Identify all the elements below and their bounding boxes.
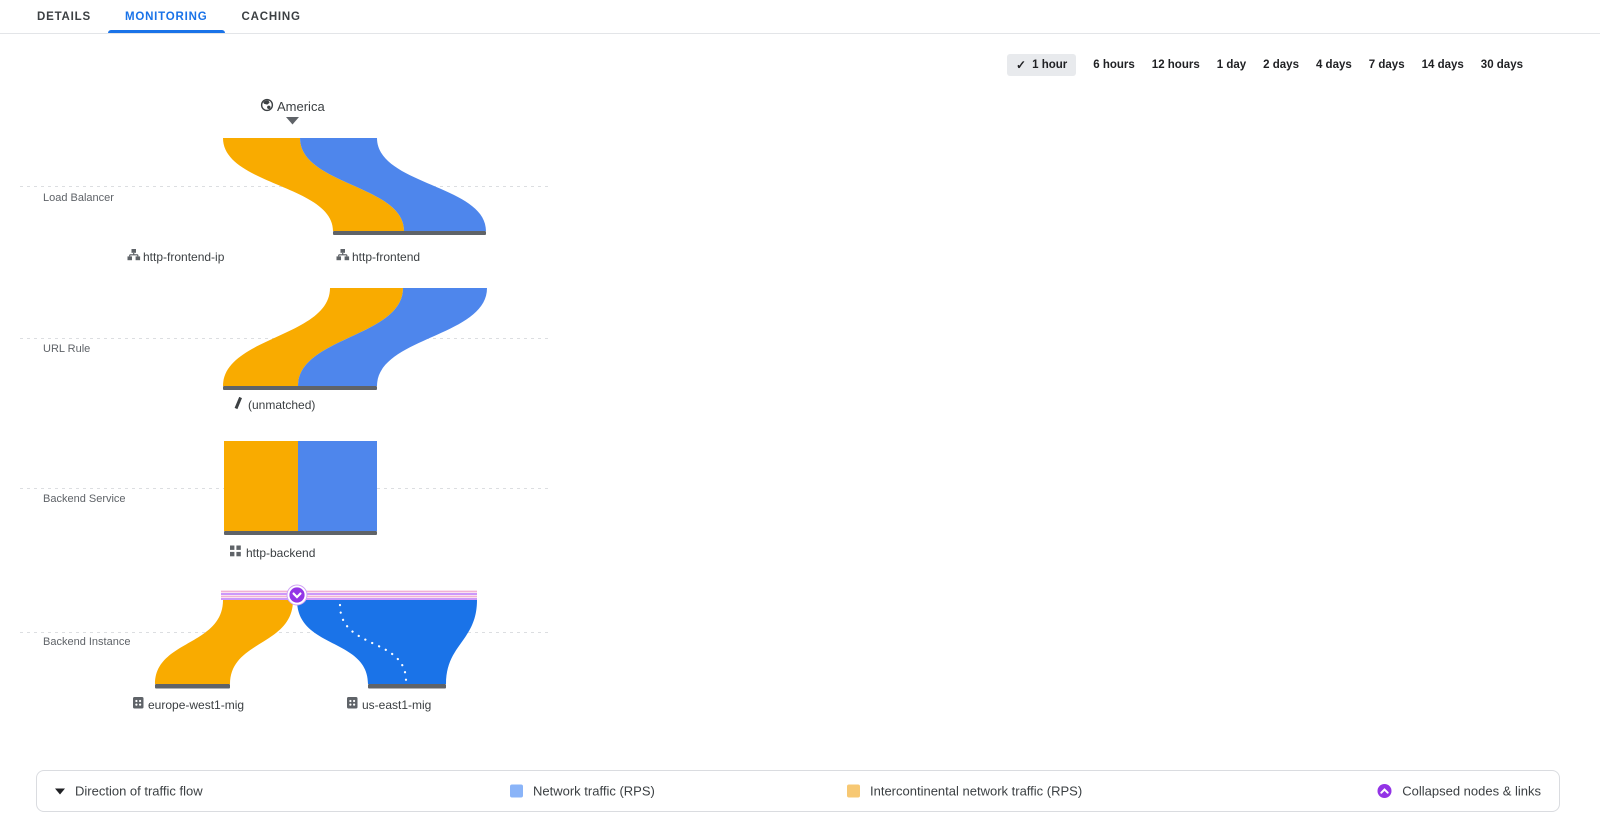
tab-caching[interactable]: CACHING [225, 0, 318, 33]
forwarding-rule-icon [336, 249, 350, 261]
time-range-4-days[interactable]: 4 days [1315, 59, 1352, 71]
node-http-backend[interactable]: http-backend [230, 545, 315, 561]
node-europe-west1-mig[interactable]: europe-west1-mig [133, 697, 244, 712]
time-range-1-hour[interactable]: ✓ 1 hour [1007, 54, 1077, 76]
network-traffic-swatch [510, 784, 523, 798]
legend-direction-label: Direction of traffic flow [75, 783, 203, 799]
instance-group-icon [133, 697, 144, 709]
globe-icon [260, 98, 274, 112]
traffic-sankey-diagram: Load Balancer URL Rule Backend Service B… [20, 98, 548, 712]
time-range-30-days[interactable]: 30 days [1480, 59, 1523, 71]
node-label-us-east1-mig: us-east1-mig [362, 698, 431, 712]
collapsed-link-dotted-line [338, 603, 408, 683]
url-rule-icon [234, 396, 242, 410]
node-label-unmatched: (unmatched) [248, 398, 315, 412]
active-tab-underline [107, 30, 225, 33]
node-bar-http-frontend[interactable] [333, 231, 486, 235]
time-range-1-day[interactable]: 1 day [1216, 59, 1247, 71]
level-label-load-balancer: Load Balancer [43, 192, 114, 204]
node-http-frontend[interactable]: http-frontend [336, 249, 421, 264]
node-bar-http-backend[interactable] [224, 531, 377, 535]
level-label-backend-service: Backend Service [43, 493, 126, 505]
time-range-12-hours[interactable]: 12 hours [1151, 59, 1200, 71]
node-bar-unmatched[interactable] [223, 386, 377, 390]
time-range-14-days[interactable]: 14 days [1421, 59, 1464, 71]
link-http-frontend-unmatched-intercontinental[interactable] [223, 288, 403, 386]
chevron-down-icon [292, 592, 302, 599]
legend-intercontinental-label: Intercontinental network traffic (RPS) [870, 783, 1083, 799]
node-unmatched[interactable]: (unmatched) [234, 396, 315, 413]
legend-network-label: Network traffic (RPS) [533, 783, 655, 799]
region-node-america[interactable]: America [260, 98, 326, 125]
node-label-http-backend: http-backend [246, 546, 315, 560]
node-label-europe-west1-mig: europe-west1-mig [148, 698, 244, 712]
legend-network-traffic: Network traffic (RPS) [510, 784, 655, 799]
node-us-east1-mig[interactable]: us-east1-mig [347, 697, 431, 712]
legend-direction-of-traffic-flow[interactable]: Direction of traffic flow [55, 784, 203, 799]
tab-details-label: DETAILS [37, 10, 91, 23]
check-icon: ✓ [1016, 58, 1027, 72]
node-bar-us-east1-mig[interactable] [368, 684, 446, 689]
link-unmatched-http-backend-intercontinental[interactable] [224, 441, 298, 531]
collapsed-node-expand-button[interactable] [286, 584, 308, 606]
link-unmatched-http-backend-network[interactable] [298, 441, 377, 531]
tab-caching-label: CACHING [241, 10, 301, 23]
tab-details[interactable]: DETAILS [20, 0, 108, 33]
tab-bar: DETAILS MONITORING CACHING [0, 0, 1600, 34]
legend-collapsed-nodes: Collapsed nodes & links [1377, 784, 1541, 799]
node-label-http-frontend: http-frontend [352, 250, 420, 264]
legend-intercontinental-traffic: Intercontinental network traffic (RPS) [847, 784, 1082, 799]
node-http-frontend-ip[interactable]: http-frontend-ip [127, 249, 225, 264]
tab-monitoring-label: MONITORING [124, 10, 208, 23]
time-range-2-days[interactable]: 2 days [1263, 59, 1299, 71]
link-america-http-frontend-intercontinental[interactable] [223, 138, 404, 231]
tab-monitoring[interactable]: MONITORING [107, 0, 225, 33]
backend-service-icon [230, 545, 241, 557]
legend-collapsed-label: Collapsed nodes & links [1402, 783, 1541, 799]
node-bar-europe-west1-mig[interactable] [155, 684, 230, 689]
region-label: America [277, 99, 325, 114]
triangle-down-icon [55, 788, 65, 794]
level-label-backend-instance: Backend Instance [43, 636, 130, 648]
link-america-http-frontend-network[interactable] [300, 138, 486, 231]
legend-bar: Direction of traffic flow Network traffi… [36, 770, 1560, 812]
time-range-6-hours[interactable]: 6 hours [1093, 59, 1135, 71]
intercontinental-traffic-swatch [847, 784, 860, 798]
level-label-url-rule: URL Rule [43, 343, 90, 355]
time-range-7-days[interactable]: 7 days [1368, 59, 1405, 71]
collapsed-links-band [221, 590, 477, 600]
collapsed-nodes-icon [1377, 784, 1392, 798]
time-range-label: 1 hour [1032, 59, 1068, 71]
link-http-backend-us-east1-mig[interactable] [297, 600, 477, 684]
time-range-selector: ✓ 1 hour 6 hours 12 hours 1 day 2 days 4… [1007, 54, 1523, 76]
instance-group-icon [347, 697, 358, 709]
node-label-http-frontend-ip: http-frontend-ip [143, 250, 225, 264]
link-http-backend-europe-west1-mig[interactable] [155, 600, 293, 684]
link-http-frontend-unmatched-network[interactable] [298, 288, 487, 386]
forwarding-rule-icon [127, 249, 141, 261]
region-dropdown-icon [286, 117, 299, 125]
